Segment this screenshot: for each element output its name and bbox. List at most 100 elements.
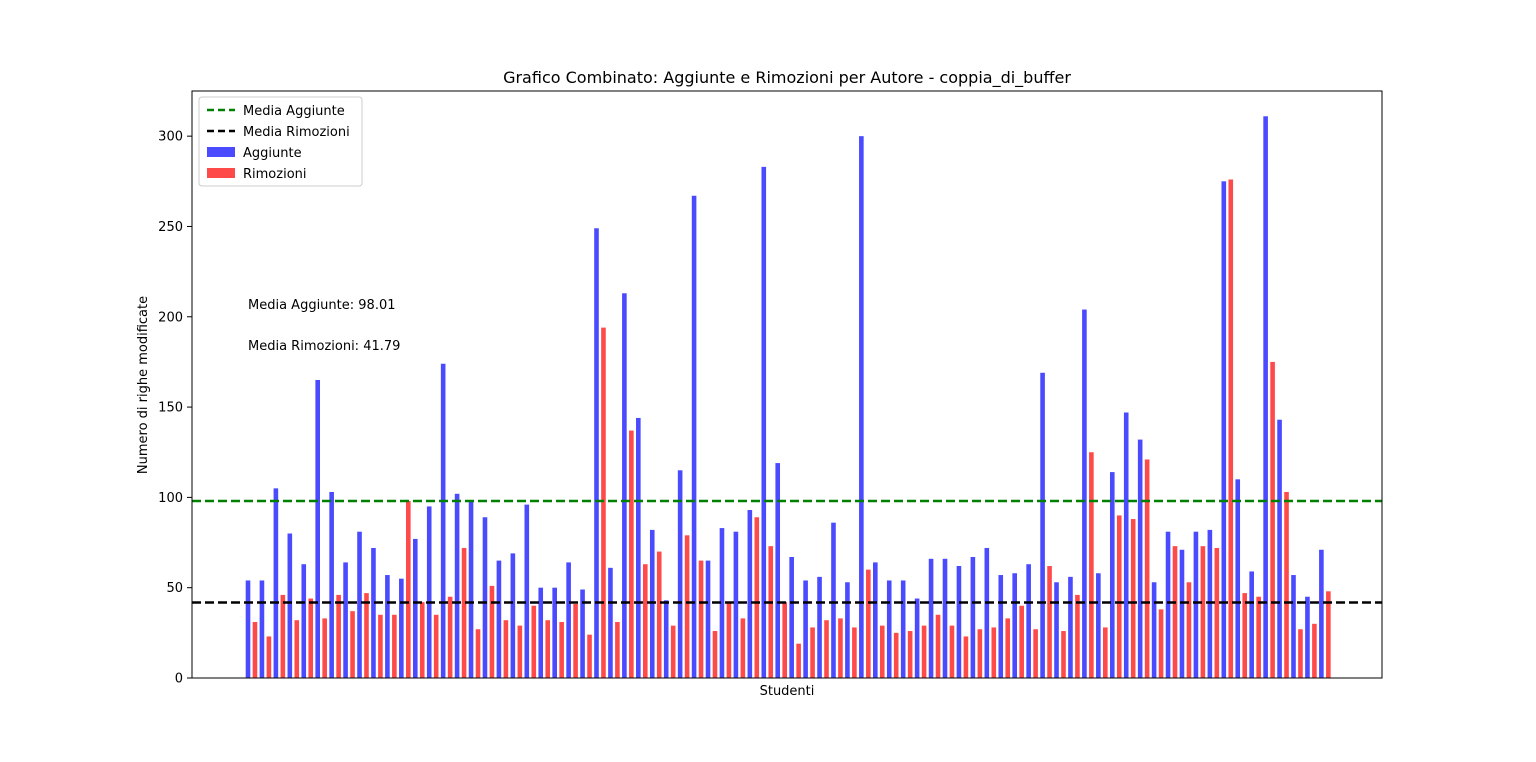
bar-aggiunte [385, 575, 390, 678]
bar-aggiunte [817, 576, 822, 678]
bar-aggiunte [873, 562, 878, 678]
bar-aggiunte [496, 560, 502, 678]
legend-swatch-aggiunte [207, 147, 235, 157]
bar-rimozioni [350, 611, 355, 678]
bar-rimozioni [977, 629, 983, 678]
bar-rimozioni [336, 594, 341, 678]
legend-frame [198, 96, 363, 187]
bar-rimozioni [1047, 566, 1052, 678]
bar-aggiunte [245, 580, 251, 678]
bar-aggiunte [705, 560, 711, 678]
bar-rimozioni [824, 620, 829, 678]
bar-rimozioni [1242, 593, 1248, 678]
legend-swatch-rimozioni [207, 168, 235, 178]
bar-rimozioni [768, 546, 774, 678]
bar-aggiunte [622, 293, 627, 678]
y-tick-label: 150 [158, 401, 183, 416]
bar-rimozioni [406, 500, 411, 678]
bar-rimozioni [1214, 547, 1220, 678]
bar-rimozioni [322, 618, 327, 678]
legend-label-media-rimozioni: Media Rimozioni [243, 125, 350, 140]
bar-aggiunte [747, 510, 753, 678]
bar-rimozioni [726, 602, 732, 678]
bar-rimozioni [1270, 361, 1275, 678]
bar-rimozioni [991, 627, 997, 678]
y-tick-label: 250 [158, 220, 183, 235]
bar-aggiunte [1193, 531, 1199, 678]
y-tick-label: 200 [158, 310, 183, 325]
bar-rimozioni [1144, 459, 1150, 678]
bar-rimozioni [963, 636, 969, 678]
bar-aggiunte [1291, 575, 1296, 678]
bar-rimozioni [1172, 546, 1178, 678]
bar-rimozioni [587, 634, 592, 678]
bars-group [245, 116, 1331, 679]
bar-aggiunte [273, 488, 279, 678]
annotation-media-aggiunte: Media Aggiunte: 98.01 [248, 298, 396, 313]
y-axis-label: Numero di righe modificate [136, 296, 151, 474]
bar-aggiunte [1151, 582, 1157, 678]
bar-rimozioni [893, 632, 899, 678]
bar-rimozioni [461, 547, 467, 678]
bar-aggiunte [733, 531, 739, 678]
bar-aggiunte [998, 575, 1004, 678]
bar-rimozioni [921, 625, 927, 678]
bar-rimozioni [852, 627, 857, 678]
bar-aggiunte [357, 531, 362, 678]
bar-aggiunte [594, 228, 599, 678]
bar-aggiunte [886, 580, 892, 678]
bar-rimozioni [670, 625, 676, 678]
bar-aggiunte [1082, 309, 1087, 678]
bar-aggiunte [566, 562, 571, 678]
bar-rimozioni [1005, 618, 1011, 678]
bar-rimozioni [266, 636, 272, 678]
bar-rimozioni [949, 625, 955, 678]
bar-rimozioni [1061, 631, 1066, 678]
legend-label-media-aggiunte: Media Aggiunte [243, 104, 345, 119]
bar-aggiunte [1054, 582, 1059, 678]
bar-aggiunte [677, 470, 683, 678]
bar-aggiunte [900, 580, 906, 678]
bar-rimozioni [1103, 627, 1108, 678]
bar-rimozioni [879, 625, 885, 678]
x-axis-label: Studenti [760, 684, 815, 699]
bar-rimozioni [308, 598, 314, 678]
bar-rimozioni [1158, 609, 1164, 678]
bar-aggiunte [1319, 549, 1324, 678]
bar-rimozioni [1019, 605, 1024, 678]
bar-rimozioni [601, 327, 606, 678]
bar-aggiunte [761, 166, 767, 678]
bar-aggiunte [259, 580, 265, 678]
bar-aggiunte [287, 533, 293, 678]
y-tick-label: 100 [158, 491, 183, 506]
bar-aggiunte [1123, 412, 1129, 678]
bar-aggiunte [1068, 576, 1073, 678]
bar-rimozioni [531, 605, 537, 678]
bar-aggiunte [524, 504, 530, 678]
bar-aggiunte [1263, 116, 1268, 679]
bar-rimozioni [280, 594, 286, 678]
legend: Media Aggiunte Media Rimozioni Aggiunte … [198, 96, 363, 187]
reference-lines-group [192, 499, 1382, 604]
bar-aggiunte [371, 547, 376, 678]
bar-rimozioni [740, 618, 746, 678]
bar-aggiunte [956, 566, 962, 678]
bar-rimozioni [1116, 515, 1122, 678]
bar-rimozioni [629, 430, 634, 678]
bar-aggiunte [1235, 479, 1241, 678]
bar-aggiunte [343, 562, 348, 678]
y-tick-label: 0 [175, 672, 183, 687]
bar-aggiunte [580, 589, 585, 678]
bar-rimozioni [656, 551, 662, 678]
bar-aggiunte [1012, 573, 1017, 678]
chart-title: Grafico Combinato: Aggiunte e Rimozioni … [503, 68, 1071, 88]
bar-aggiunte [1137, 439, 1143, 678]
bar-rimozioni [1298, 629, 1303, 678]
bar-aggiunte [914, 598, 920, 678]
bar-aggiunte [942, 558, 948, 678]
bar-rimozioni [1075, 594, 1080, 678]
bar-aggiunte [1040, 372, 1045, 678]
bar-rimozioni [559, 622, 564, 678]
bar-aggiunte [440, 363, 446, 678]
bar-aggiunte [803, 580, 808, 678]
